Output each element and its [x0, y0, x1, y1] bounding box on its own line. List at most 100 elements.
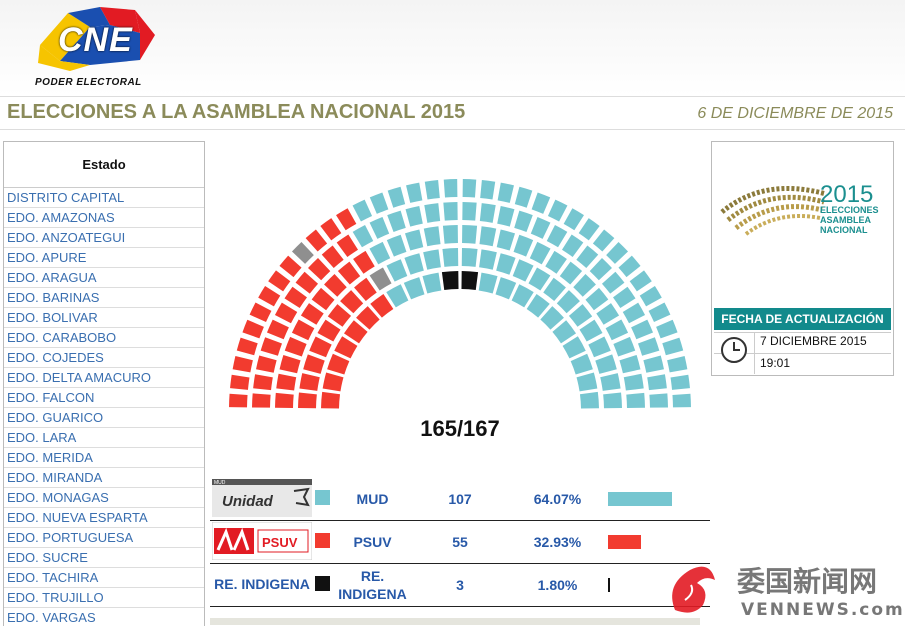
state-link[interactable]: EDO. ARAGUA	[4, 268, 204, 288]
state-link[interactable]: EDO. NUEVA ESPARTA	[4, 508, 204, 528]
seat	[667, 356, 688, 373]
seat	[649, 393, 668, 408]
svg-text:MUD: MUD	[214, 480, 226, 486]
seat	[600, 373, 621, 391]
state-link[interactable]: EDO. MERIDA	[4, 448, 204, 468]
seat	[629, 270, 652, 292]
seat	[334, 336, 358, 359]
seat	[386, 284, 409, 308]
seat	[578, 218, 600, 241]
seat	[327, 353, 350, 375]
state-link[interactable]: EDO. MONAGAS	[4, 488, 204, 508]
state-link[interactable]: EDO. MIRANDA	[4, 468, 204, 488]
state-link[interactable]: EDO. GUARICO	[4, 408, 204, 428]
seat	[623, 373, 644, 391]
seat	[579, 319, 603, 342]
seat	[605, 319, 629, 341]
seat	[423, 249, 441, 270]
seat	[672, 393, 691, 408]
seat	[424, 203, 441, 223]
seat	[291, 319, 315, 341]
result-row-indigena[interactable]: RE. INDIGENA RE. INDIGENA 3 1.80%	[210, 564, 710, 607]
states-header: Estado	[4, 142, 204, 188]
state-link[interactable]: EDO. DELTA AMACURO	[4, 368, 204, 388]
election-date: 6 DE DICIEMBRE DE 2015	[697, 105, 893, 122]
state-link[interactable]: EDO. FALCON	[4, 388, 204, 408]
seat	[274, 302, 298, 324]
seat	[369, 192, 389, 214]
state-link[interactable]: EDO. PORTUGUESA	[4, 528, 204, 548]
seat	[568, 304, 593, 327]
party-seats: 55	[452, 534, 468, 550]
result-row-mud[interactable]: MUD Unidad MUD 107 64.07%	[210, 478, 710, 521]
elecciones-2015-logo: 2015 ELECCIONES ASAMBLEA NACIONAL	[714, 172, 891, 242]
seat	[461, 271, 479, 291]
header: CNE PODER ELECTORAL	[0, 0, 905, 95]
seat	[579, 391, 599, 409]
seat	[387, 210, 406, 233]
seat	[299, 373, 320, 391]
seat	[230, 374, 250, 390]
seat	[291, 241, 314, 264]
seat	[403, 277, 425, 300]
state-link[interactable]: EDO. BOLIVAR	[4, 308, 204, 328]
seat	[592, 229, 615, 252]
svg-text:ELECCIONES: ELECCIONES	[820, 205, 879, 215]
state-link[interactable]: EDO. BARINAS	[4, 288, 204, 308]
state-link[interactable]: DISTRITO CAPITAL	[4, 188, 204, 208]
mud-color-swatch	[315, 490, 330, 505]
seat	[543, 277, 566, 302]
seat	[387, 186, 406, 208]
seat	[352, 224, 374, 248]
seat	[512, 259, 534, 282]
seat	[461, 248, 478, 267]
seat	[253, 374, 273, 391]
seat	[662, 337, 684, 356]
seat	[513, 234, 534, 257]
party-percent: 64.07%	[533, 491, 582, 507]
party-name: RE. INDIGENA	[338, 568, 407, 602]
seat	[531, 192, 551, 214]
state-link[interactable]: EDO. LARA	[4, 428, 204, 448]
state-link[interactable]: EDO. APURE	[4, 248, 204, 268]
seat	[511, 284, 534, 308]
seat	[356, 306, 380, 330]
seat	[268, 270, 291, 292]
seat	[443, 179, 458, 198]
seat	[309, 336, 332, 358]
state-link[interactable]: EDO. CARABOBO	[4, 328, 204, 348]
seat	[354, 277, 377, 302]
seat	[576, 245, 599, 269]
state-link[interactable]: EDO. AMAZONAS	[4, 208, 204, 228]
state-link[interactable]: EDO. COJEDES	[4, 348, 204, 368]
seat	[514, 186, 533, 208]
seat	[266, 319, 289, 340]
state-link[interactable]: EDO. VARGAS	[4, 608, 204, 626]
seat	[337, 261, 361, 285]
result-row-psuv[interactable]: PSUV PSUV 55 32.93%	[210, 521, 710, 564]
seat	[279, 255, 302, 278]
seat	[236, 337, 258, 356]
state-link[interactable]: EDO. ANZOATEGUI	[4, 228, 204, 248]
seat	[495, 277, 517, 300]
seat	[479, 249, 497, 270]
states-list: Estado DISTRITO CAPITAL EDO. AMAZONAS EDO.…	[3, 141, 205, 626]
state-link[interactable]: EDO. SUCRE	[4, 548, 204, 568]
seat	[462, 202, 477, 221]
seat	[369, 267, 392, 291]
seat	[441, 271, 459, 291]
seat	[369, 216, 390, 239]
seat	[343, 320, 368, 344]
seat	[327, 304, 352, 327]
state-link[interactable]: EDO. TRUJILLO	[4, 588, 204, 608]
seat	[528, 267, 551, 291]
svg-text:ASAMBLEA: ASAMBLEA	[820, 215, 871, 225]
hemicycle-chart	[229, 179, 691, 409]
svg-text:VENNEWS.com: VENNEWS.com	[741, 600, 905, 620]
psuv-percent-bar	[608, 535, 641, 549]
cne-logo[interactable]: CNE PODER ELECTORAL	[30, 5, 160, 93]
seat	[336, 208, 357, 231]
seat	[258, 286, 281, 307]
seat	[369, 241, 391, 265]
state-link[interactable]: EDO. TACHIRA	[4, 568, 204, 588]
